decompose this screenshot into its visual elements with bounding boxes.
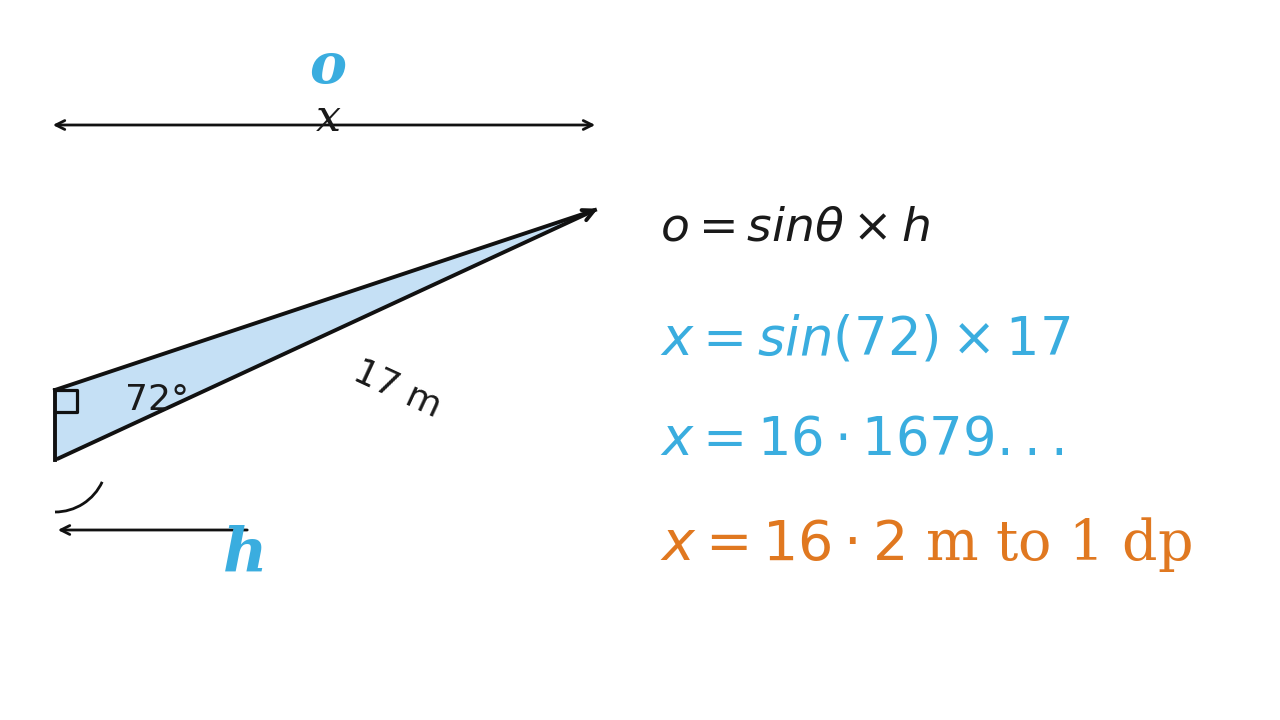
Text: x: x (315, 96, 340, 140)
Polygon shape (55, 210, 595, 460)
Text: $\mathit{x = 16 \cdot 1679...}$: $\mathit{x = 16 \cdot 1679...}$ (660, 415, 1064, 466)
Text: 17 m: 17 m (348, 355, 447, 425)
Text: $\mathit{x = 16 \cdot 2}$ m to 1 dp: $\mathit{x = 16 \cdot 2}$ m to 1 dp (660, 516, 1192, 575)
Text: $\mathit{o = sin\theta \times h}$: $\mathit{o = sin\theta \times h}$ (660, 205, 931, 251)
Text: $\mathit{x = sin(72) \times 17}$: $\mathit{x = sin(72) \times 17}$ (660, 315, 1070, 366)
Text: o: o (310, 40, 347, 96)
Text: 72°: 72° (125, 383, 189, 417)
Text: h: h (223, 525, 268, 585)
